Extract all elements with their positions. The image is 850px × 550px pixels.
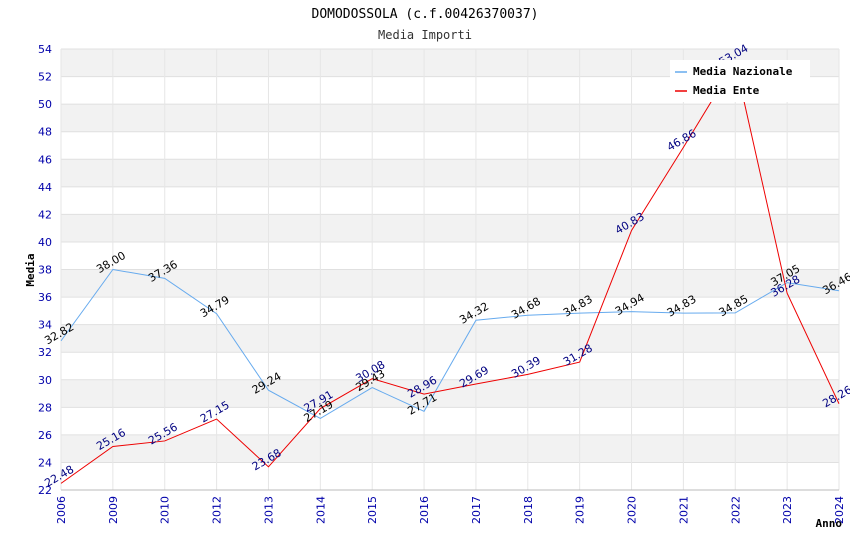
- x-tick-label: 2010: [159, 496, 172, 524]
- x-tick-label: 2006: [55, 496, 68, 524]
- series-lines: [60, 60, 840, 484]
- x-tick-label: 2017: [470, 496, 483, 524]
- grid-bands: [61, 49, 839, 490]
- y-tick-label: 46: [38, 153, 52, 166]
- x-tick-label: 2021: [677, 496, 690, 524]
- x-tick-label: 2012: [211, 496, 224, 524]
- x-tick-label: 2020: [626, 496, 639, 524]
- y-tick-label: 42: [38, 208, 52, 221]
- chart-subtitle: Media Importi: [378, 28, 472, 42]
- grid-band: [61, 269, 839, 298]
- y-tick-label: 32: [38, 346, 52, 359]
- x-tick-label: 2014: [314, 496, 327, 524]
- x-tick-label: 2019: [574, 496, 587, 524]
- y-tick-label: 34: [38, 319, 52, 332]
- series-line-nazionale: [60, 268, 840, 420]
- grid-band: [61, 186, 839, 215]
- legend-label-ente: Media Ente: [693, 84, 760, 97]
- grid-band: [61, 159, 839, 187]
- x-tick-label: 2015: [366, 496, 379, 524]
- legend: Media Nazionale Media Ente: [670, 60, 810, 102]
- y-tick-label: 38: [38, 264, 52, 277]
- grid-band: [61, 462, 839, 490]
- y-tick-label: 22: [38, 484, 52, 497]
- grid-band: [61, 104, 839, 132]
- grid-band: [61, 379, 839, 408]
- y-tick-label: 26: [38, 429, 52, 442]
- x-axis-label: Anno: [816, 517, 843, 530]
- y-axis-label: Media: [24, 253, 37, 286]
- x-tick-label: 2024: [833, 496, 846, 524]
- grid-band: [61, 241, 839, 270]
- chart-title: DOMODOSSOLA (c.f.00426370037): [312, 7, 539, 22]
- x-tick-label: 2013: [262, 496, 275, 524]
- grid-band: [61, 131, 839, 160]
- legend-box: [670, 60, 810, 102]
- y-axis-ticks: 22 24 26 28 30 32 34 36 38 40 42 44 46 48 50 52 54: [38, 43, 52, 497]
- grid-band: [61, 434, 839, 463]
- y-tick-label: 24: [38, 456, 52, 469]
- series-line-ente: [60, 60, 840, 484]
- grid-band: [61, 324, 839, 353]
- y-tick-label: 36: [38, 291, 52, 304]
- grid-band: [61, 297, 839, 325]
- y-tick-label: 44: [38, 181, 52, 194]
- y-tick-label: 48: [38, 126, 52, 139]
- x-axis-ticks: 2006 2009 2010 2012 2013 2014 2015 2016 2017 2018…: [55, 496, 846, 524]
- x-tick-label: 2022: [729, 496, 742, 524]
- x-tick-label: 2016: [418, 496, 431, 524]
- x-tick-label: 2009: [107, 496, 120, 524]
- y-tick-label: 50: [38, 98, 52, 111]
- y-tick-label: 28: [38, 401, 52, 414]
- y-tick-label: 52: [38, 71, 52, 84]
- y-tick-label: 54: [38, 43, 52, 56]
- legend-label-nazionale: Media Nazionale: [693, 65, 793, 78]
- y-tick-label: 30: [38, 374, 52, 387]
- x-tick-label: 2018: [522, 496, 535, 524]
- y-tick-label: 40: [38, 236, 52, 249]
- grid-band: [61, 214, 839, 242]
- grid-lines: [60, 48, 840, 491]
- x-tick-label: 2023: [781, 496, 794, 524]
